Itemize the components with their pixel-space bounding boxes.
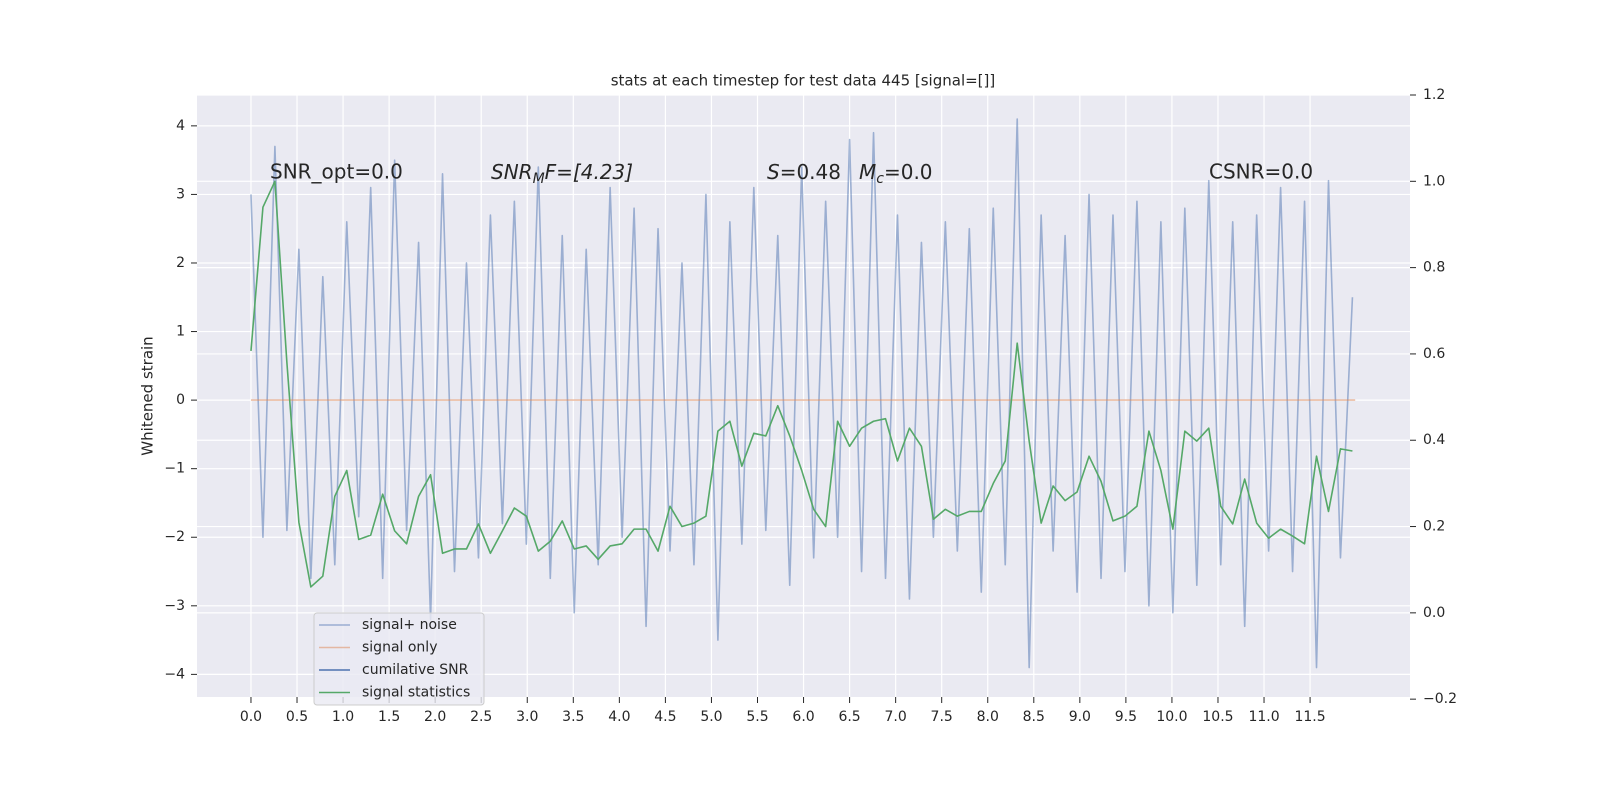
annotation: S=0.48 bbox=[767, 160, 841, 184]
y2-tick-label: 0.6 bbox=[1423, 346, 1445, 362]
legend-label: signal statistics bbox=[362, 685, 470, 701]
x-tick-label: 7.0 bbox=[885, 709, 907, 725]
annotation-part: S bbox=[767, 160, 780, 184]
x-tick-label: 2.5 bbox=[470, 709, 492, 725]
x-tick-label: 9.5 bbox=[1115, 709, 1137, 725]
x-tick-label: 9.0 bbox=[1069, 709, 1091, 725]
x-tick-label: 3.5 bbox=[562, 709, 584, 725]
y-tick-label: −2 bbox=[164, 529, 185, 545]
axes: 0.0 0.5 1.0 1.5 2.0 2.5 3.0 3.5 4.0 4.5 5.0 5.5 6.0 6… bbox=[164, 87, 1457, 725]
y2-tick-label: 0.2 bbox=[1423, 519, 1445, 535]
x-tick-label: 4.0 bbox=[608, 709, 630, 725]
annotation-part: F=[4.23] bbox=[545, 160, 633, 184]
legend-label: signal only bbox=[362, 640, 437, 656]
legend-label: cumilative SNR bbox=[362, 662, 469, 678]
series-line bbox=[250, 118, 1354, 669]
y-tick-label: −4 bbox=[164, 666, 185, 682]
x-tick-label: 0.0 bbox=[240, 709, 262, 725]
chart-title: stats at each timestep for test data 445… bbox=[611, 72, 996, 90]
annotation-part: M bbox=[859, 160, 876, 184]
x-tick-label: 1.0 bbox=[332, 709, 354, 725]
y-tick-label: 1 bbox=[176, 324, 185, 340]
annotation: SNR_opt=0.0 bbox=[270, 160, 403, 184]
annotation-part: M bbox=[533, 171, 545, 187]
y-tick-label: 0 bbox=[176, 392, 185, 408]
y2-tick-label: 0.0 bbox=[1423, 605, 1445, 621]
y2-tick-label: −0.2 bbox=[1423, 691, 1457, 707]
annotation-part: =0.48 bbox=[780, 160, 841, 184]
y-tick-label: 4 bbox=[176, 118, 185, 134]
y2-tick-label: 1.2 bbox=[1423, 87, 1445, 103]
x-tick-label: 5.5 bbox=[746, 709, 768, 725]
x-tick-label: 3.0 bbox=[516, 709, 538, 725]
x-tick-label: 11.0 bbox=[1248, 709, 1279, 725]
x-tick-label: 10.5 bbox=[1202, 709, 1233, 725]
x-tick-label: 1.5 bbox=[378, 709, 400, 725]
y-tick-label: −1 bbox=[164, 461, 185, 477]
annotation: Mc=0.0 bbox=[859, 160, 933, 188]
series-line bbox=[250, 180, 1353, 588]
y-tick-label: −3 bbox=[164, 598, 185, 614]
y-axis-label: Whitened strain bbox=[139, 336, 157, 455]
annotation-part: SNR bbox=[491, 160, 533, 184]
x-tick-label: 4.5 bbox=[654, 709, 676, 725]
y2-tick-label: 0.4 bbox=[1423, 432, 1445, 448]
y-tick-label: 3 bbox=[176, 186, 185, 202]
x-tick-label: 11.5 bbox=[1294, 709, 1325, 725]
annotation-part: c bbox=[876, 171, 884, 187]
x-tick-label: 8.5 bbox=[1023, 709, 1045, 725]
y2-tick-label: 0.8 bbox=[1423, 260, 1445, 276]
grid bbox=[197, 94, 1410, 700]
y-tick-label: 2 bbox=[176, 255, 185, 271]
x-tick-label: 6.5 bbox=[838, 709, 860, 725]
x-tick-label: 7.5 bbox=[931, 709, 953, 725]
annotation: SNRMF=[4.23] bbox=[491, 160, 633, 188]
x-tick-label: 8.0 bbox=[977, 709, 999, 725]
legend: signal+ noise signal only cumilative SNR si… bbox=[313, 612, 485, 706]
annotation: CSNR=0.0 bbox=[1209, 160, 1313, 184]
x-tick-label: 6.0 bbox=[792, 709, 814, 725]
x-tick-label: 0.5 bbox=[286, 709, 308, 725]
legend-label: signal+ noise bbox=[362, 617, 457, 633]
marks bbox=[250, 118, 1356, 669]
legend-box bbox=[313, 612, 485, 706]
annotation-part: =0.0 bbox=[884, 160, 933, 184]
x-tick-label: 10.0 bbox=[1156, 709, 1187, 725]
x-tick-label: 5.0 bbox=[700, 709, 722, 725]
x-tick-label: 2.0 bbox=[424, 709, 446, 725]
y2-tick-label: 1.0 bbox=[1423, 173, 1445, 189]
